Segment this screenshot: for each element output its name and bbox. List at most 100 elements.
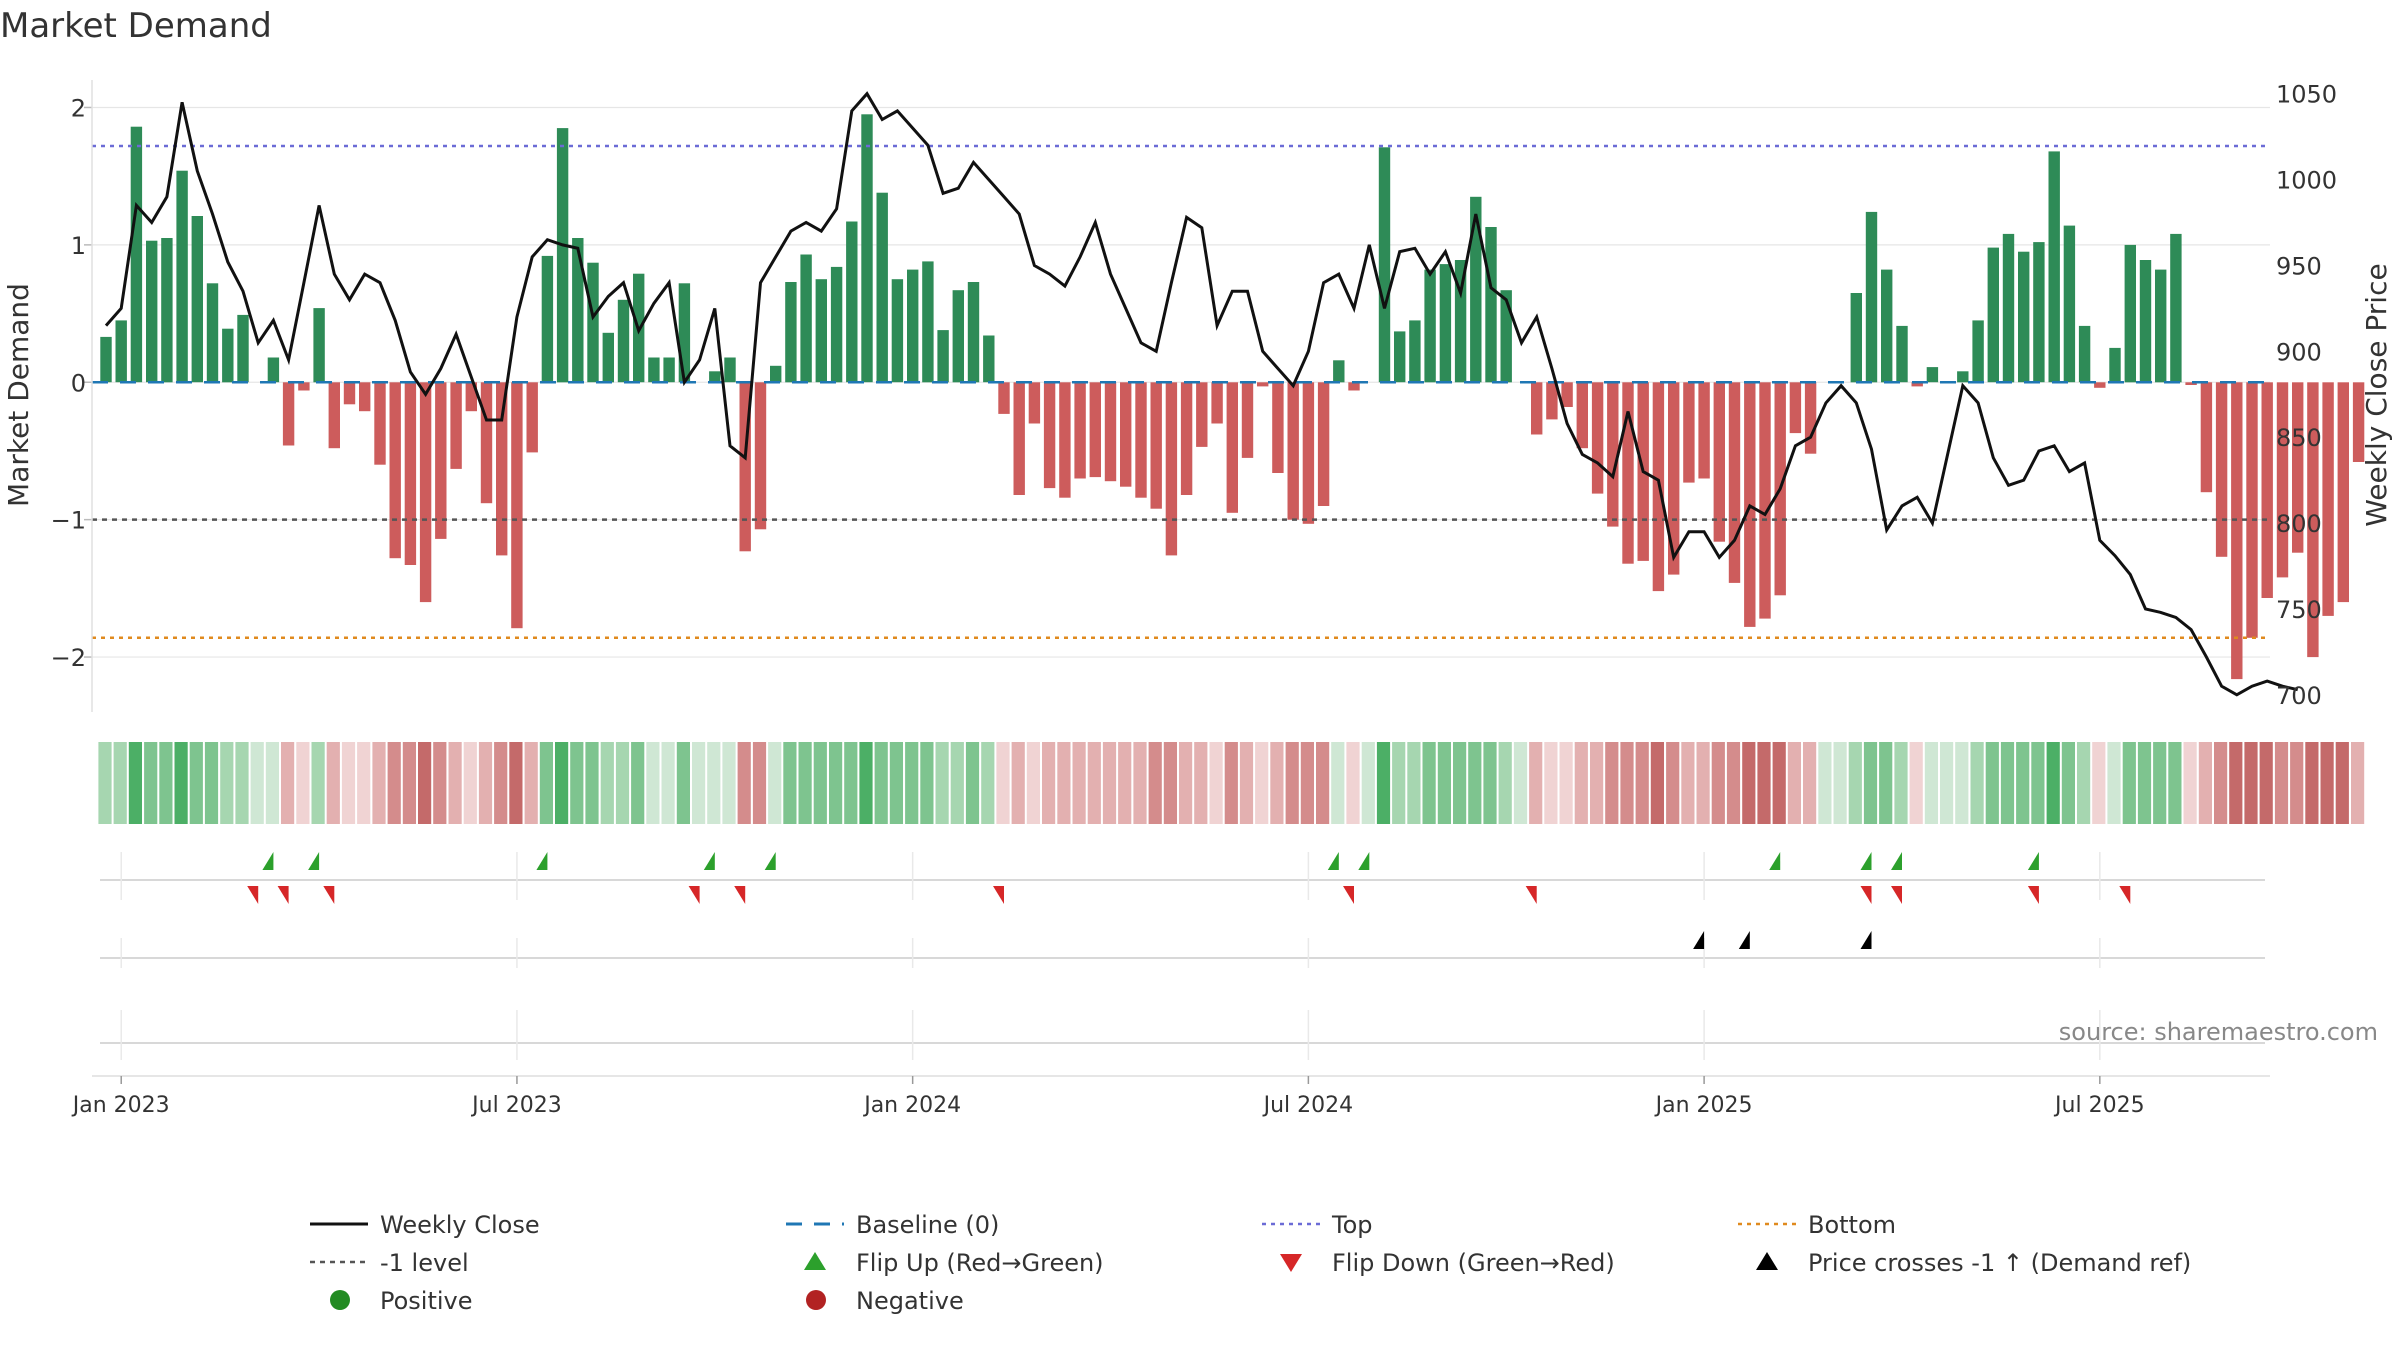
negative-demand-bar	[1713, 382, 1725, 542]
strip-cell	[113, 742, 127, 824]
negative-demand-bar	[1607, 382, 1619, 527]
strip-cell	[2305, 742, 2319, 824]
right-tick-label: 1050	[2276, 81, 2337, 109]
positive-demand-bar	[678, 283, 691, 383]
flip-up-marker	[764, 852, 776, 870]
strip-cell	[539, 742, 553, 824]
positive-demand-bar	[100, 336, 112, 383]
x-tick-label: Jul 2024	[1262, 1093, 1354, 1118]
negative-demand-bar	[1104, 382, 1117, 482]
negative-demand-bar	[1576, 382, 1588, 449]
positive-demand-bar	[922, 261, 934, 383]
flip-down-marker	[688, 886, 700, 904]
positive-demand-bar	[313, 308, 325, 383]
strip-cell	[2351, 742, 2365, 824]
strip-cell	[615, 742, 630, 824]
negative-demand-bar	[1272, 382, 1284, 473]
strip-cell	[707, 742, 721, 824]
strip-cell	[1407, 742, 1421, 824]
marker-panels-grid	[100, 852, 2265, 1060]
flip-down-marker	[2027, 886, 2039, 904]
strip-cell	[844, 742, 858, 824]
legend-flip-up-label: Flip Up (Red→Green)	[856, 1249, 1104, 1277]
strip-cell	[2046, 742, 2060, 824]
negative-demand-bar	[374, 382, 386, 465]
strip-cell	[1924, 742, 1938, 824]
right-tick-label: 700	[2276, 682, 2322, 710]
strip-cell	[1696, 742, 1710, 824]
negative-demand-bar	[1698, 382, 1710, 479]
strip-cell	[478, 742, 493, 824]
strip-cell	[661, 742, 675, 824]
strip-cell	[996, 742, 1010, 824]
flip-down-marker	[2119, 886, 2131, 904]
strip-cell	[2198, 742, 2212, 824]
negative-demand-bar	[1668, 382, 1680, 575]
negative-demand-bar	[2215, 382, 2228, 557]
negative-demand-bar	[2352, 382, 2365, 462]
negative-demand-bar	[1165, 382, 1178, 556]
positive-demand-bar	[191, 216, 203, 383]
strip-cell	[1133, 742, 1147, 824]
strip-cell	[98, 742, 112, 824]
legend-flip-up-triangle-icon	[804, 1252, 826, 1270]
positive-demand-bar	[541, 255, 554, 383]
strip-cell	[1057, 742, 1071, 824]
strip-cell	[2107, 742, 2121, 824]
strip-cell	[1863, 742, 1878, 824]
negative-demand-bar	[1150, 382, 1162, 509]
positive-demand-bar	[161, 238, 173, 383]
strip-cell	[128, 742, 142, 824]
negative-demand-bar	[1135, 382, 1147, 498]
strip-cell	[1224, 742, 1238, 824]
strip-cell	[783, 742, 797, 824]
strip-cell	[2320, 742, 2334, 824]
positive-demand-bar	[602, 332, 614, 383]
strip-cell	[1666, 742, 1680, 824]
chart-title: Market Demand	[0, 6, 272, 46]
strip-cell	[220, 742, 234, 824]
negative-demand-bar	[2307, 382, 2319, 658]
strip-cell	[1726, 742, 1741, 824]
legend-flip-down-triangle-icon	[1280, 1254, 1302, 1272]
positive-demand-bar	[1454, 260, 1467, 383]
legend-bottom-label: Bottom	[1808, 1211, 1896, 1239]
flip-up-marker	[536, 852, 548, 870]
negative-demand-bar	[389, 382, 401, 559]
positive-demand-bar	[846, 221, 858, 383]
strip-cell	[265, 742, 279, 824]
strip-cell	[2000, 742, 2015, 824]
negative-demand-bar	[2246, 382, 2258, 638]
strip-cell	[1650, 742, 1664, 824]
legend-flip-up: Flip Up (Red→Green)	[804, 1249, 1104, 1277]
legend-flip-down: Flip Down (Green→Red)	[1280, 1249, 1615, 1277]
negative-demand-bar	[1546, 382, 1558, 420]
positive-demand-bar	[115, 320, 127, 383]
negative-demand-bar	[1789, 382, 1802, 434]
strip-cell	[1255, 742, 1269, 824]
strip-cell	[935, 742, 949, 824]
positive-demand-bar	[1470, 196, 1482, 383]
negative-demand-bar	[1561, 382, 1573, 407]
flip-down-marker	[323, 886, 335, 904]
negative-demand-bar	[2292, 382, 2304, 553]
negative-demand-bar	[1059, 382, 1071, 498]
strip-cell	[1437, 742, 1451, 824]
flip-down-marker	[247, 886, 259, 904]
negative-demand-bar	[526, 382, 538, 453]
positive-demand-bar	[2033, 242, 2045, 383]
strip-cell	[2137, 742, 2152, 824]
positive-demand-bar	[2124, 244, 2136, 383]
positive-demand-bar	[237, 314, 249, 383]
negative-demand-bar	[2200, 382, 2213, 493]
flip-up-marker	[1891, 852, 1903, 870]
positive-demand-bar	[983, 335, 995, 383]
negative-demand-bar	[496, 382, 508, 556]
negative-demand-bar	[1120, 382, 1132, 487]
legend-positive-dot-icon	[330, 1290, 350, 1310]
strip-cell	[2016, 742, 2030, 824]
negative-demand-bar	[343, 382, 356, 405]
strip-cell	[311, 742, 325, 824]
negative-demand-bar	[1317, 382, 1330, 506]
positive-demand-bar	[572, 238, 584, 383]
